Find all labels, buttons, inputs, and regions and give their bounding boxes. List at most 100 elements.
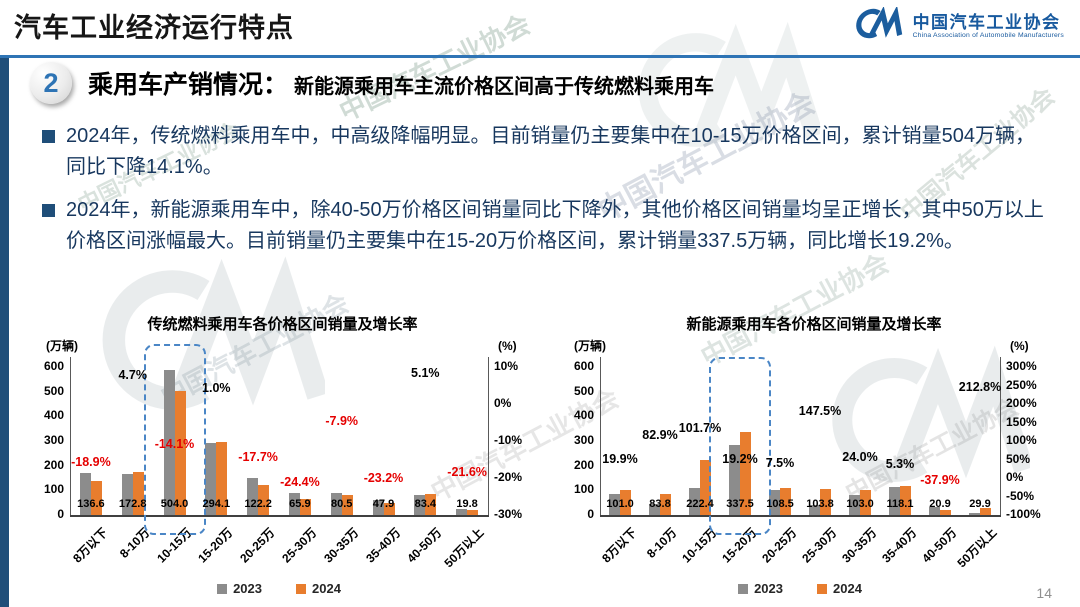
secondary-y-axis-tick-label: 50% (1006, 451, 1031, 466)
bar-2023 (372, 500, 384, 515)
bar-value-label: 83.4 (414, 498, 436, 510)
growth-rate-label: 7.5% (765, 456, 795, 471)
growth-rate-label: -14.1% (154, 437, 195, 452)
bar-2024 (132, 472, 144, 515)
growth-rate-label: 82.9% (642, 428, 678, 443)
bar-2023 (288, 493, 300, 515)
growth-rate-label: 212.8% (958, 380, 1002, 395)
secondary-y-axis-tick-label: 0% (1006, 470, 1024, 484)
bar-value-label: 29.9 (969, 498, 991, 510)
section-heading: 2 乘用车产销情况： 新能源乘用车主流价格区间高于传统燃料乘用车 (30, 62, 714, 104)
bar-value-label: 122.2 (244, 498, 272, 510)
bar-value-label: 172.8 (118, 498, 147, 510)
growth-rate-label: -7.9% (325, 414, 359, 429)
bullet-text: 2024年，新能源乘用车中，除40-50万价格区间销量同比下降外，其他价格区间销… (66, 199, 1044, 252)
bar-value-label: 80.5 (330, 498, 353, 510)
secondary-y-axis-tick-label: 10% (494, 359, 519, 373)
growth-rate-label: 24.0% (842, 450, 878, 465)
secondary-y-axis-tick-label: 100% (1006, 433, 1037, 447)
x-axis-line (70, 515, 489, 517)
header-divider (0, 55, 1080, 58)
growth-rate-label: 147.5% (798, 404, 842, 419)
bar-2023 (414, 495, 426, 515)
legend-swatch-2024 (296, 583, 306, 594)
y-axis-tick-label: 600 (43, 359, 64, 373)
growth-rate-label: -24.4% (280, 475, 320, 490)
bar-2024 (90, 481, 102, 515)
secondary-y-axis-tick-label: -20% (494, 470, 523, 484)
y-axis-tick-label: 200 (573, 457, 594, 472)
y-axis-tick-label: 600 (573, 359, 594, 373)
y-axis-line (600, 357, 601, 515)
bar-2024 (467, 510, 479, 515)
y-axis-tick-label: 400 (43, 408, 64, 423)
org-name-cn: 中国汽车工业协会 (912, 12, 1061, 32)
bar-2024 (299, 499, 311, 515)
growth-rate-label: -18.9% (71, 454, 111, 469)
bar-value-label: 118.1 (886, 498, 914, 510)
bar-2024 (216, 442, 228, 515)
bar-value-label: 65.9 (289, 498, 311, 510)
bar-2023 (769, 490, 780, 515)
legend-label: 2023 (233, 581, 262, 596)
page-number: 14 (1036, 585, 1052, 601)
chart-legend: 2023 2024 (70, 581, 488, 596)
left-axis-unit: (万辆) (46, 339, 78, 353)
bar-value-label: 101.0 (606, 498, 634, 510)
growth-rate-label: 5.1% (411, 366, 440, 381)
org-logo: 中国汽车工业协会 China Association of Automobile… (849, 5, 1064, 45)
bar-2023 (163, 370, 175, 515)
growth-rate-label: -23.2% (363, 470, 404, 485)
bar-2024 (700, 460, 711, 515)
y-axis-tick-label: 500 (43, 383, 64, 398)
legend-item: 2024 (296, 581, 341, 596)
bar-value-label: 337.5 (726, 498, 754, 510)
bar-2024 (341, 495, 353, 515)
growth-rate-label: 19.9% (602, 451, 638, 466)
secondary-y-axis-tick-label: 150% (1006, 414, 1037, 429)
bar-value-label: 19.8 (456, 498, 478, 510)
legend-swatch-2023 (217, 583, 228, 594)
secondary-y-axis-line (1000, 357, 1001, 515)
y-axis-tick-label: 100 (43, 482, 64, 497)
legend-item: 2023 (217, 581, 262, 596)
y-axis-line (70, 357, 71, 515)
secondary-y-axis-tick-label: -30% (494, 507, 523, 521)
section-number-badge: 2 (30, 62, 72, 104)
bar-2023 (609, 494, 620, 515)
legend-label: 2023 (754, 581, 783, 596)
y-axis-tick-label: 500 (573, 383, 594, 398)
bar-2023 (809, 505, 820, 515)
bullet-square-icon (42, 130, 55, 143)
bar-2023 (649, 504, 660, 515)
bar-value-label: 504.0 (160, 498, 189, 510)
page-title: 汽车工业经济运行特点 (14, 13, 294, 43)
bar-value-label: 222.4 (686, 498, 714, 510)
growth-rate-label: 5.3% (885, 457, 915, 472)
bar-2024 (860, 490, 871, 515)
secondary-y-axis-tick-label: 0% (494, 396, 512, 410)
bar-2024 (660, 494, 671, 515)
bar-2023 (79, 473, 91, 515)
right-axis-unit: (%) (1010, 339, 1029, 353)
bar-2024 (980, 508, 991, 515)
bullet-square-icon (42, 204, 55, 217)
secondary-y-axis-line (488, 357, 489, 515)
bar-2023 (729, 445, 740, 515)
bar-2023 (929, 507, 940, 515)
secondary-y-axis-tick-label: -100% (1006, 507, 1041, 521)
bar-2023 (969, 513, 980, 515)
growth-rate-label: 1.0% (202, 381, 231, 396)
legend-swatch-2023 (738, 583, 749, 594)
left-accent-stripe (0, 58, 9, 607)
growth-rate-label: -21.6% (447, 464, 487, 479)
bar-2024 (383, 503, 395, 515)
bar-2024 (425, 494, 437, 515)
bar-2023 (849, 495, 860, 515)
y-axis-tick-label: 300 (43, 433, 64, 447)
bar-2024 (258, 485, 270, 515)
bar-2023 (889, 487, 900, 515)
secondary-y-axis-tick-label: -10% (494, 433, 523, 447)
chart-title: 新能源乘用车各价格区间销量及增长率 (686, 316, 942, 333)
